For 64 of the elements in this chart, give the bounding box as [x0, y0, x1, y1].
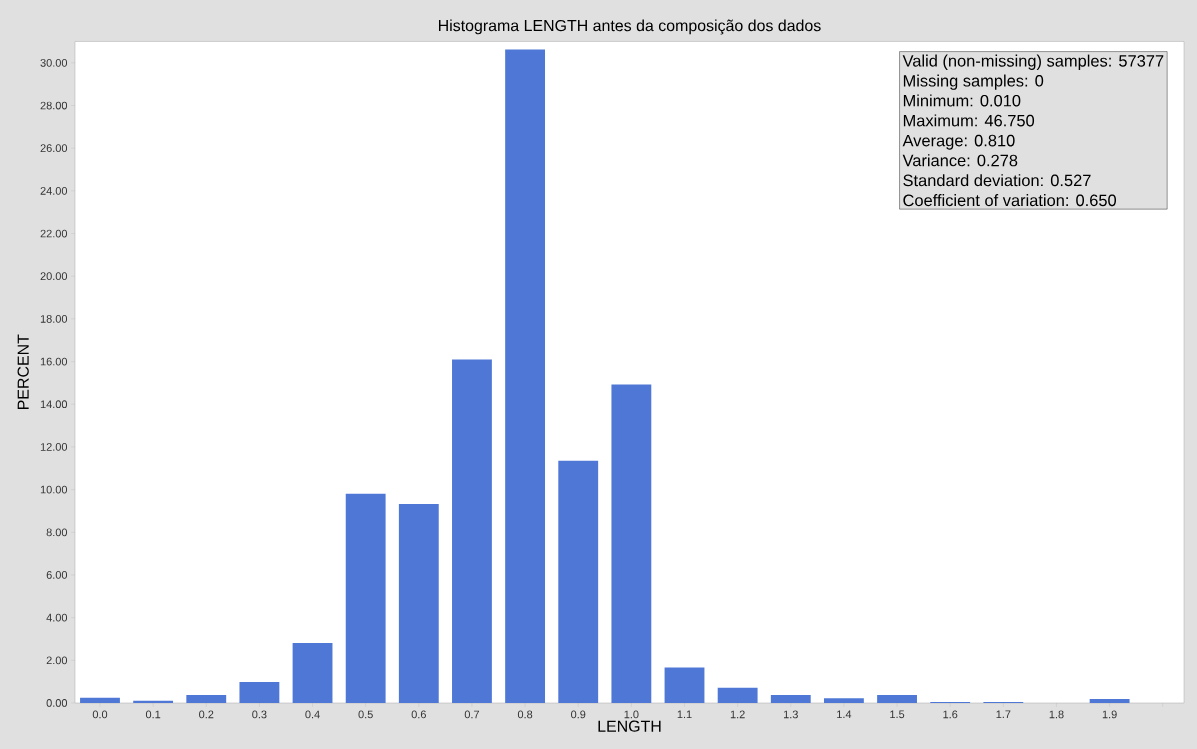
y-tick-label: 10.00 — [40, 485, 68, 494]
x-tick-label: 1.8 — [1049, 710, 1064, 719]
y-tick-label: 18.00 — [40, 315, 68, 323]
y-tick-label: 20.00 — [40, 272, 68, 281]
y-tick-label: 2.00 — [46, 656, 68, 665]
x-tick-label: 0.2 — [199, 710, 214, 719]
chart-title: Histograma LENGTH antes da composição dos dados — [439, 19, 821, 35]
y-tick-label: 26.00 — [40, 144, 68, 153]
bar — [292, 643, 333, 703]
bar — [239, 682, 280, 703]
x-tick-label: 0.9 — [571, 710, 586, 719]
y-tick-label: 12.00 — [40, 443, 68, 451]
bar — [133, 700, 174, 703]
bar — [452, 359, 492, 703]
bar — [823, 698, 864, 703]
x-tick-label: 1.3 — [783, 710, 798, 719]
bar — [1089, 698, 1130, 703]
bar — [398, 503, 439, 703]
x-tick-label: 0.5 — [358, 710, 373, 719]
y-tick-label: 0.00 — [46, 699, 68, 707]
bar — [186, 695, 227, 703]
bar — [80, 697, 120, 703]
y-tick-label: 6.00 — [46, 571, 68, 579]
x-tick-label: 0.6 — [411, 710, 426, 719]
y-axis-title: PERCENT — [17, 334, 29, 410]
annotation: Standard deviation: 0.527 — [903, 174, 1091, 187]
x-tick-label: 0.3 — [252, 710, 267, 719]
x-tick-label: 1.5 — [890, 710, 905, 719]
x-tick-label: 1.2 — [730, 710, 745, 719]
x-tick-label: 1.6 — [943, 710, 958, 719]
x-tick-label: 1.0 — [624, 710, 639, 719]
annotation: Missing samples: 0 — [903, 74, 1044, 90]
x-tick-label: 0.7 — [464, 710, 480, 719]
y-tick-label: 14.00 — [40, 400, 68, 409]
bar — [558, 460, 599, 703]
y-tick-label: 22.00 — [40, 229, 68, 238]
annotation: Coefficient of variation: 0.650 — [903, 194, 1117, 207]
annotation: Average: 0.810 — [902, 134, 1015, 150]
annotation: Minimum: 0.010 — [903, 94, 1021, 107]
x-tick-label: 0.1 — [145, 710, 161, 719]
x-tick-label: 1.1 — [677, 710, 692, 719]
bar — [877, 695, 917, 703]
y-tick-label: 16.00 — [40, 357, 68, 366]
x-tick-label: 0.8 — [517, 710, 533, 719]
x-tick-label: 0.4 — [305, 710, 320, 719]
x-tick-label: 0.0 — [92, 710, 108, 719]
y-tick-label: 8.00 — [46, 528, 68, 537]
x-axis-title: LENGTH — [598, 720, 661, 732]
bar — [345, 493, 386, 703]
annotation: Valid (non-missing) samples: 57377 — [902, 54, 1164, 70]
bar — [611, 384, 652, 703]
y-tick-label: 30.00 — [40, 58, 68, 67]
x-tick-label: 1.9 — [1102, 710, 1117, 719]
annotation: Maximum: 46.750 — [903, 114, 1035, 127]
bar — [770, 695, 811, 703]
x-tick-label: 1.4 — [837, 710, 852, 719]
bar — [664, 667, 705, 703]
y-tick-label: 28.00 — [40, 101, 68, 110]
bar — [505, 49, 546, 703]
bar — [717, 687, 758, 703]
x-tick-label: 1.7 — [996, 710, 1011, 719]
y-tick-label: 24.00 — [40, 186, 68, 195]
y-tick-label: 4.00 — [46, 613, 68, 622]
annotation: Variance: 0.278 — [902, 154, 1018, 167]
